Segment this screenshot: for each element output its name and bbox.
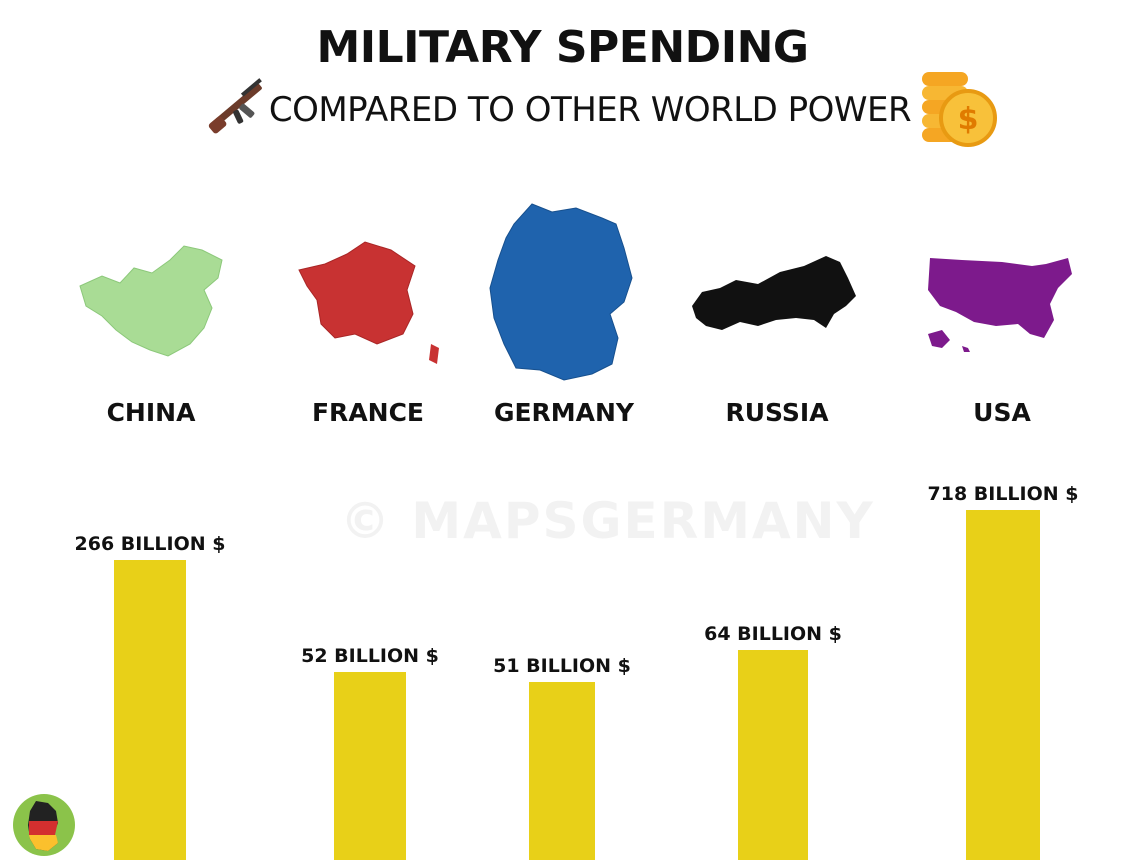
germany-map-logo-icon: [13, 794, 75, 856]
country-label-russia: RUSSIA: [725, 398, 829, 427]
bar-russia: [738, 650, 808, 860]
usa-map: [928, 258, 1072, 352]
coins-icon: $: [922, 72, 997, 147]
watermark: © MAPSGERMANY: [340, 492, 875, 550]
bar-france: [334, 672, 406, 860]
chart-subtitle: COMPARED TO OTHER WORLD POWER: [268, 90, 912, 130]
country-label-usa: USA: [973, 398, 1031, 427]
country-label-germany: GERMANY: [493, 398, 635, 427]
china-map: [79, 245, 223, 357]
bar-value-label-germany: 51 BILLION $: [493, 655, 631, 677]
bar-germany: [529, 682, 595, 860]
bar-usa: [966, 510, 1040, 860]
svg-text:$: $: [958, 102, 979, 137]
germany-map: [489, 203, 633, 381]
rifle-icon: [208, 78, 262, 134]
bar-value-label-china: 266 BILLION $: [75, 533, 226, 555]
russia-map: [692, 256, 856, 330]
country-label-france: FRANCE: [311, 398, 425, 427]
bar-china: [114, 560, 186, 860]
country-label-china: CHINA: [106, 398, 196, 427]
bar-value-label-usa: 718 BILLION $: [928, 483, 1079, 505]
chart-title: MILITARY SPENDING: [316, 22, 809, 73]
france-map: [298, 241, 439, 364]
bar-value-label-russia: 64 BILLION $: [704, 623, 842, 645]
bar-value-label-france: 52 BILLION $: [301, 645, 439, 667]
